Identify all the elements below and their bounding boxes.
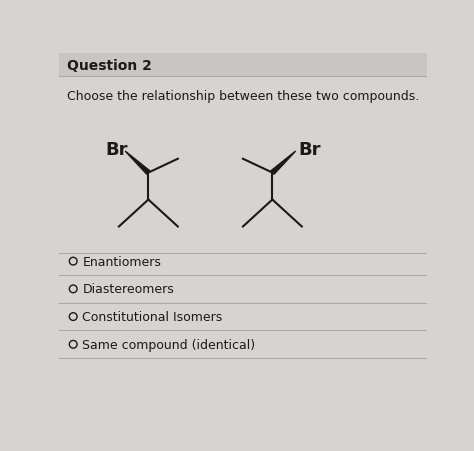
Polygon shape: [125, 152, 150, 175]
Text: Same compound (identical): Same compound (identical): [82, 338, 255, 351]
Polygon shape: [271, 152, 296, 175]
Text: Enantiomers: Enantiomers: [82, 255, 161, 268]
Text: Question 2: Question 2: [67, 59, 152, 73]
Text: Choose the relationship between these two compounds.: Choose the relationship between these tw…: [67, 90, 419, 103]
Text: Br: Br: [298, 141, 320, 159]
FancyBboxPatch shape: [59, 54, 427, 77]
Text: Constitutional Isomers: Constitutional Isomers: [82, 310, 223, 323]
Text: Br: Br: [105, 141, 128, 159]
Text: Diastereomers: Diastereomers: [82, 283, 174, 296]
